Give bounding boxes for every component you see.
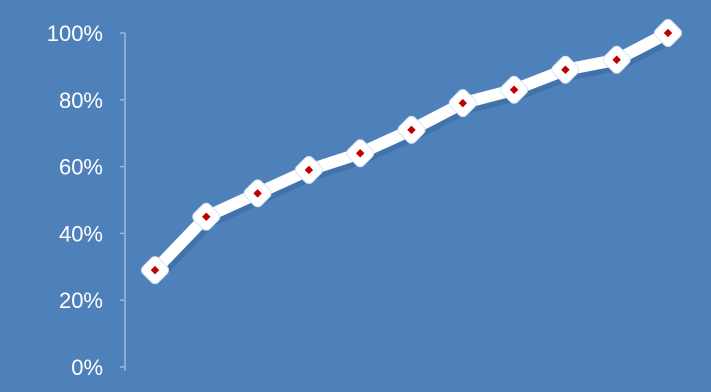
y-tick-label: 20% (59, 288, 103, 313)
data-point (141, 256, 169, 285)
series-line-shadow (151, 28, 674, 279)
y-tick-label: 80% (59, 88, 103, 113)
marker-center (150, 265, 160, 275)
y-tick-label: 0% (71, 355, 103, 380)
marker-center (304, 165, 314, 175)
data-point (243, 179, 272, 208)
series-line-group (149, 27, 674, 279)
series-line (149, 27, 674, 277)
marker-center (407, 125, 416, 135)
data-point (500, 75, 529, 104)
y-tick-label: 60% (59, 155, 103, 180)
data-point (397, 115, 426, 144)
data-point (654, 19, 682, 47)
data-point (602, 45, 631, 74)
data-point (448, 89, 477, 118)
data-point (346, 139, 375, 168)
marker-center (355, 148, 365, 158)
y-tick-label: 40% (59, 221, 103, 246)
y-axis-ticks: 0% 20% 40% 60% 80% 100% (47, 21, 125, 380)
data-point (192, 202, 221, 231)
y-tick-label: 100% (47, 21, 103, 46)
series-markers (141, 19, 682, 285)
marker-center (458, 98, 468, 108)
data-point (294, 155, 323, 184)
data-point (551, 55, 580, 84)
